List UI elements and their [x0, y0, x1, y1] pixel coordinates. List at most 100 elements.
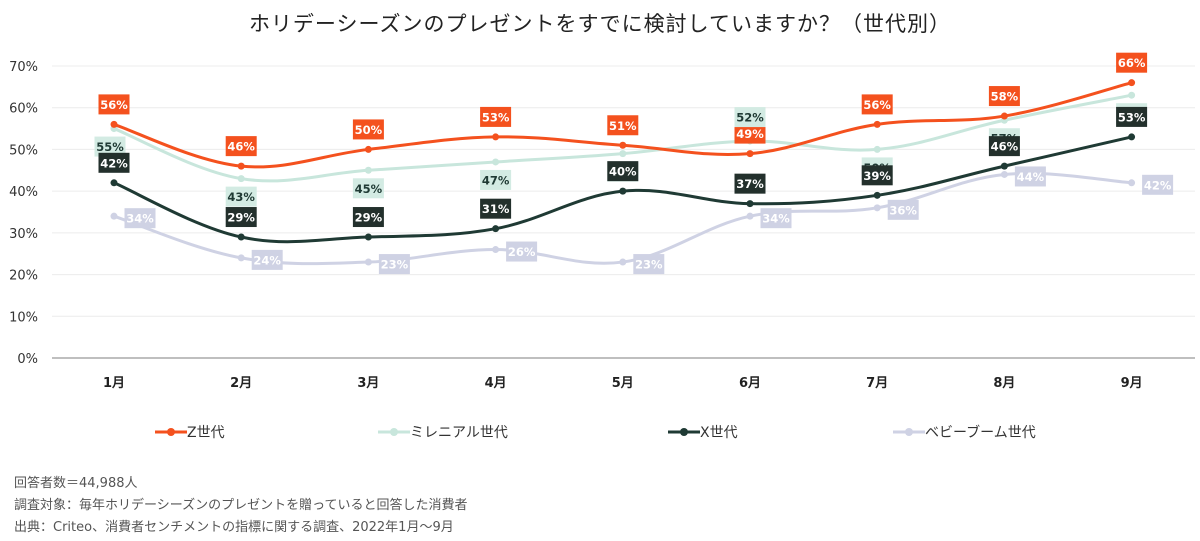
data-label-millennial: 43%: [227, 190, 255, 204]
data-point-boomer: [1128, 179, 1136, 187]
y-tick-label: 70%: [9, 60, 38, 75]
x-tick-label: 3月: [357, 376, 379, 391]
data-point-z-gen: [237, 162, 245, 170]
data-label-bg-z-gen: [352, 119, 384, 140]
data-label-bg-x-gen: [352, 207, 384, 228]
y-tick-label: 10%: [9, 310, 38, 325]
data-point-millennial: [619, 150, 627, 158]
data-label-millennial: 52%: [736, 111, 764, 125]
data-point-z-gen: [364, 145, 372, 153]
data-label-bg-z-gen: [988, 86, 1020, 107]
x-tick-label: 8月: [993, 376, 1015, 391]
y-tick-label: 50%: [9, 143, 38, 158]
x-tick-label: 6月: [739, 376, 761, 391]
data-point-z-gen: [1128, 79, 1136, 87]
data-label-bg-millennial: [734, 107, 766, 128]
y-tick-label: 40%: [9, 185, 38, 200]
line-chart: 0% 10% 20% 30% 40% 50% 60% 70% 1月 2月 3月 4月 5月 6月 7月 8月 9…: [9, 52, 1195, 441]
data-label-bg-x-gen: [98, 152, 130, 173]
data-point-millennial: [237, 175, 245, 183]
data-point-x-gen: [364, 233, 372, 241]
data-label-bg-boomer: [378, 254, 410, 275]
data-label-boomer: 42%: [1144, 178, 1172, 192]
data-label-x-gen: 31%: [482, 202, 510, 216]
data-label-z-gen: 51%: [609, 119, 637, 133]
data-point-z-gen: [492, 133, 500, 141]
data-label-z-gen: 56%: [863, 98, 891, 112]
data-point-x-gen: [237, 233, 245, 241]
data-label-bg-boomer: [887, 199, 919, 220]
data-point-z-gen: [746, 150, 754, 158]
data-point-x-gen: [746, 200, 754, 208]
data-label-bg-x-gen: [480, 198, 512, 219]
legend-label-millennial: ミレニアル世代: [410, 425, 508, 441]
data-label-boomer: 34%: [126, 212, 154, 226]
data-point-boomer: [492, 246, 500, 254]
data-label-bg-x-gen: [734, 173, 766, 194]
data-label-boomer: 44%: [1017, 170, 1045, 184]
data-label-x-gen: 29%: [227, 211, 255, 225]
data-point-z-gen: [1000, 112, 1008, 120]
data-label-z-gen: 53%: [482, 110, 510, 124]
data-label-bg-z-gen: [861, 94, 893, 115]
data-point-x-gen: [1128, 133, 1136, 141]
data-label-x-gen: 29%: [355, 211, 383, 225]
data-label-x-gen: 37%: [736, 177, 764, 191]
x-tick-label: 4月: [485, 376, 507, 391]
data-label-bg-boomer: [506, 241, 538, 262]
data-label-millennial: 45%: [355, 182, 383, 196]
legend-marker-boomer: [905, 428, 913, 436]
data-point-boomer: [1000, 170, 1008, 178]
data-label-millennial: 47%: [482, 173, 510, 187]
chart-title: ホリデーシーズンのプレゼントをすでに検討していますか？（世代別）: [248, 12, 952, 36]
data-point-z-gen: [110, 120, 118, 128]
data-label-x-gen: 46%: [991, 140, 1019, 154]
data-label-boomer: 26%: [508, 245, 536, 259]
data-label-z-gen: 56%: [100, 98, 128, 112]
data-label-bg-x-gen: [988, 136, 1020, 157]
data-label-boomer: 24%: [253, 253, 281, 267]
data-label-bg-z-gen: [607, 115, 639, 136]
y-tick-label: 0%: [17, 352, 38, 367]
data-point-x-gen: [1000, 162, 1008, 170]
legend-marker-z-gen: [167, 428, 175, 436]
data-label-boomer: 34%: [762, 212, 790, 226]
x-tick-label: 5月: [612, 376, 634, 391]
data-point-x-gen: [492, 225, 500, 233]
data-label-bg-z-gen: [225, 136, 257, 157]
data-point-boomer: [110, 212, 118, 220]
respondents-note: 回答者数＝44,988人: [14, 476, 138, 491]
data-label-millennial: 55%: [96, 140, 124, 154]
data-point-boomer: [873, 204, 881, 212]
data-label-x-gen: 53%: [1118, 110, 1146, 124]
data-label-bg-millennial: [94, 136, 126, 157]
legend-marker-millennial: [390, 428, 398, 436]
data-label-x-gen: 42%: [100, 156, 128, 170]
y-tick-label: 20%: [9, 269, 38, 284]
data-label-bg-millennial: [225, 186, 257, 207]
x-tick-label: 9月: [1121, 376, 1143, 391]
data-label-bg-z-gen: [734, 123, 766, 144]
legend-marker-x-gen: [680, 428, 688, 436]
data-label-boomer: 23%: [381, 258, 409, 272]
data-label-z-gen: 50%: [355, 123, 383, 137]
data-label-bg-boomer: [633, 254, 665, 275]
data-point-boomer: [619, 258, 627, 266]
target-note: 調査対象：毎年ホリデーシーズンのプレゼントを贈っていると回答した消費者: [14, 498, 468, 513]
data-label-bg-boomer: [1014, 166, 1046, 187]
data-point-x-gen: [873, 191, 881, 199]
data-point-millennial: [492, 158, 500, 166]
data-label-bg-boomer: [124, 208, 156, 229]
data-point-millennial: [1128, 91, 1136, 99]
y-tick-label: 30%: [9, 227, 38, 242]
data-label-z-gen: 46%: [227, 140, 255, 154]
data-label-z-gen: 66%: [1118, 56, 1146, 70]
data-label-boomer: 23%: [635, 258, 663, 272]
data-point-millennial: [873, 145, 881, 153]
data-label-bg-x-gen: [1116, 106, 1148, 127]
data-label-z-gen: 49%: [736, 127, 764, 141]
data-label-x-gen: 39%: [863, 169, 891, 183]
data-point-boomer: [364, 258, 372, 266]
data-label-bg-x-gen: [607, 161, 639, 182]
data-point-z-gen: [619, 141, 627, 149]
